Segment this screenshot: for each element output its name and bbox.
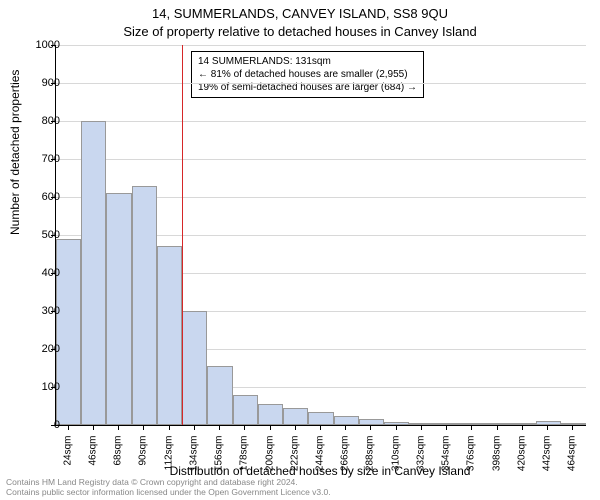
x-tick-label: 310sqm bbox=[390, 436, 401, 486]
chart-subtitle: Size of property relative to detached ho… bbox=[0, 24, 600, 39]
footer-line2: Contains public sector information licen… bbox=[6, 488, 331, 498]
x-tick-label: 288sqm bbox=[365, 436, 376, 486]
x-tick-mark bbox=[421, 425, 422, 430]
x-tick-mark bbox=[547, 425, 548, 430]
y-tick-label: 500 bbox=[20, 229, 60, 241]
y-tick-label: 400 bbox=[20, 267, 60, 279]
x-tick-label: 464sqm bbox=[567, 436, 578, 486]
histogram-bar bbox=[207, 366, 232, 425]
x-tick-mark bbox=[169, 425, 170, 430]
x-tick-mark bbox=[320, 425, 321, 430]
annotation-line2: ← 81% of detached houses are smaller (2,… bbox=[198, 68, 417, 81]
x-tick-label: 420sqm bbox=[516, 436, 527, 486]
histogram-bar bbox=[334, 416, 359, 426]
x-tick-mark bbox=[497, 425, 498, 430]
y-tick-label: 0 bbox=[20, 419, 60, 431]
x-tick-mark bbox=[446, 425, 447, 430]
annotation-line1: 14 SUMMERLANDS: 131sqm bbox=[198, 55, 417, 68]
annotation-box: 14 SUMMERLANDS: 131sqm ← 81% of detached… bbox=[191, 51, 424, 98]
histogram-bar bbox=[258, 404, 283, 425]
grid-line bbox=[56, 121, 586, 122]
x-tick-label: 354sqm bbox=[441, 436, 452, 486]
y-tick-label: 200 bbox=[20, 343, 60, 355]
x-tick-mark bbox=[93, 425, 94, 430]
x-tick-mark bbox=[219, 425, 220, 430]
plot-area: 14 SUMMERLANDS: 131sqm ← 81% of detached… bbox=[55, 45, 586, 426]
x-tick-label: 332sqm bbox=[415, 436, 426, 486]
x-tick-label: 398sqm bbox=[491, 436, 502, 486]
attribution-footer: Contains HM Land Registry data © Crown c… bbox=[6, 478, 331, 498]
histogram-bar bbox=[106, 193, 131, 425]
x-tick-mark bbox=[370, 425, 371, 430]
x-axis-label: Distribution of detached houses by size … bbox=[20, 464, 600, 478]
grid-line bbox=[56, 159, 586, 160]
x-tick-label: 442sqm bbox=[542, 436, 553, 486]
y-tick-label: 100 bbox=[20, 381, 60, 393]
histogram-bar bbox=[510, 423, 535, 425]
property-size-chart: 14, SUMMERLANDS, CANVEY ISLAND, SS8 9QU … bbox=[0, 0, 600, 500]
x-tick-mark bbox=[396, 425, 397, 430]
y-tick-label: 600 bbox=[20, 191, 60, 203]
y-tick-label: 700 bbox=[20, 153, 60, 165]
histogram-bar bbox=[485, 423, 510, 425]
histogram-bar bbox=[384, 422, 409, 425]
histogram-bar bbox=[409, 423, 434, 425]
x-tick-mark bbox=[572, 425, 573, 430]
x-tick-mark bbox=[295, 425, 296, 430]
y-tick-label: 1000 bbox=[20, 39, 60, 51]
x-tick-label: 376sqm bbox=[466, 436, 477, 486]
x-tick-mark bbox=[118, 425, 119, 430]
histogram-bar bbox=[81, 121, 106, 425]
marker-line bbox=[182, 45, 183, 425]
x-tick-mark bbox=[522, 425, 523, 430]
x-tick-mark bbox=[270, 425, 271, 430]
grid-line bbox=[56, 45, 586, 46]
histogram-bar bbox=[132, 186, 157, 425]
y-tick-label: 900 bbox=[20, 77, 60, 89]
y-tick-label: 800 bbox=[20, 115, 60, 127]
x-tick-mark bbox=[68, 425, 69, 430]
grid-line bbox=[56, 83, 586, 84]
histogram-bar bbox=[308, 412, 333, 425]
x-tick-mark bbox=[471, 425, 472, 430]
y-tick-label: 300 bbox=[20, 305, 60, 317]
x-tick-mark bbox=[143, 425, 144, 430]
chart-title-address: 14, SUMMERLANDS, CANVEY ISLAND, SS8 9QU bbox=[0, 6, 600, 21]
x-tick-mark bbox=[244, 425, 245, 430]
histogram-bar bbox=[182, 311, 207, 425]
x-tick-mark bbox=[194, 425, 195, 430]
histogram-bar bbox=[283, 408, 308, 425]
histogram-bar bbox=[157, 246, 182, 425]
x-tick-mark bbox=[345, 425, 346, 430]
histogram-bar bbox=[233, 395, 258, 425]
x-tick-label: 266sqm bbox=[340, 436, 351, 486]
